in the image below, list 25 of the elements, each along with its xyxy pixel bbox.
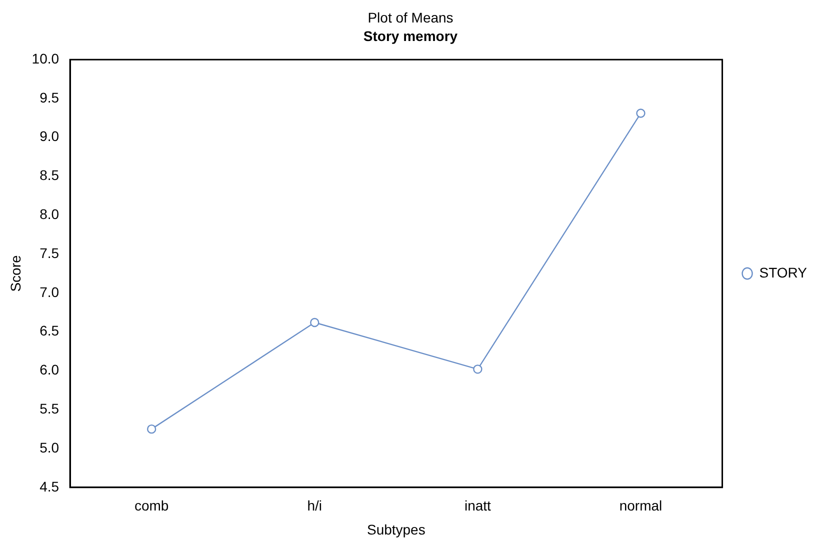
point bbox=[636, 108, 646, 118]
point bbox=[473, 364, 482, 374]
y-axis-title: Score bbox=[7, 255, 24, 292]
x-axis-title: Subtypes bbox=[366, 521, 426, 538]
chart-subtitle: Story memory bbox=[363, 28, 458, 44]
y-tick-label: 4.5 bbox=[40, 478, 60, 494]
y-tick-label: 6.0 bbox=[40, 362, 60, 378]
y-tick-label: 5.5 bbox=[40, 400, 60, 416]
y-tick-label: 7.5 bbox=[40, 244, 60, 261]
y-tick-label: 7.0 bbox=[40, 284, 60, 300]
y-tick-label: 8.0 bbox=[40, 206, 60, 222]
y-tick-label: 10.0 bbox=[32, 50, 60, 66]
x-tick-label: comb bbox=[134, 498, 169, 514]
y-tick-label: 9.0 bbox=[40, 128, 60, 144]
x-tick-label: normal bbox=[619, 498, 662, 514]
y-tick-label: 5.0 bbox=[40, 439, 60, 456]
x-tick-label: h/i bbox=[307, 498, 322, 514]
point bbox=[310, 318, 320, 328]
chart-title: Plot of Means bbox=[368, 9, 454, 26]
legend-label: STORY bbox=[759, 264, 808, 280]
y-tick-label: 8.5 bbox=[40, 167, 60, 184]
y-tick-label: 9.5 bbox=[40, 89, 60, 106]
y-tick-label: 6.5 bbox=[40, 322, 60, 339]
x-tick-label: inatt bbox=[464, 498, 492, 514]
point bbox=[146, 424, 156, 434]
